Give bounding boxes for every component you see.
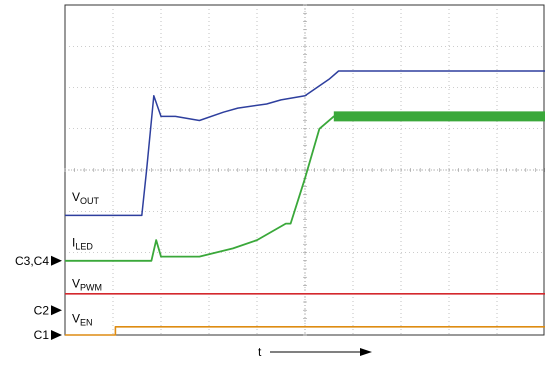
- channel-marker-arrow: [51, 255, 62, 266]
- channel-marker-arrow: [51, 330, 62, 340]
- trace-iled-noise-band: [333, 111, 545, 122]
- channel-marker-label: C3,C4: [15, 254, 49, 268]
- trace-label-subscript: LED: [75, 241, 93, 251]
- trace-label-vout: VOUT: [72, 190, 100, 206]
- chart-grid: [64, 4, 545, 336]
- trace-label-iled: ILED: [72, 235, 93, 251]
- chart-traces: [65, 70, 545, 336]
- time-axis: t: [258, 345, 372, 359]
- trace-label-subscript: PWM: [80, 283, 102, 293]
- channel-marker-arrow: [51, 305, 62, 316]
- trace-ven: [65, 325, 545, 336]
- channel-marker-label: C1: [34, 328, 50, 342]
- trace-label-ven: VEN: [72, 312, 93, 328]
- channel-marker-label: C2: [34, 303, 50, 317]
- trace-label-main: V: [72, 190, 80, 204]
- time-arrow-head: [360, 348, 372, 356]
- channel-markers: C3,C4 C2 C1: [15, 254, 62, 342]
- x-axis-label: t: [258, 345, 262, 359]
- trace-label-vpwm: VPWM: [72, 277, 102, 293]
- trace-label-subscript: EN: [80, 318, 93, 328]
- trace-label-main: V: [72, 312, 80, 326]
- trace-vout: [65, 70, 545, 217]
- trace-label-subscript: OUT: [80, 196, 100, 206]
- trace-iled: [65, 115, 545, 262]
- trace-label-main: I: [72, 235, 75, 249]
- trace-label-main: V: [72, 277, 80, 291]
